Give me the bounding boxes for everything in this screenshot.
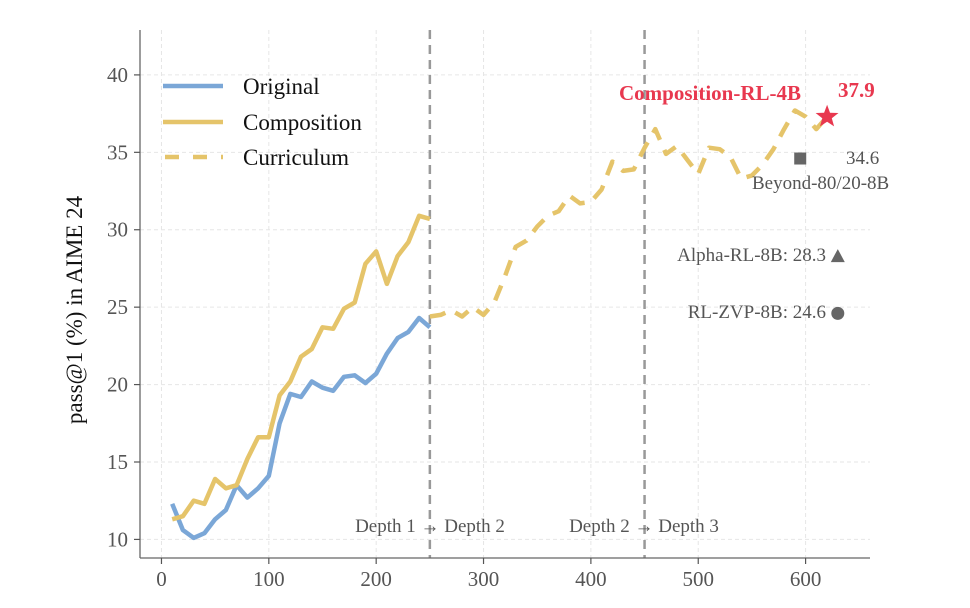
x-tick-label: 600	[790, 567, 822, 591]
annotation-rl-zvp: RL-ZVP-8B: 24.6	[688, 302, 826, 323]
legend: Original Composition Curriculum	[163, 74, 362, 170]
annotation-beyond-value: 34.6	[846, 148, 879, 169]
y-tick-label: 35	[107, 140, 128, 164]
y-tick-label: 25	[107, 295, 128, 319]
y-tick-label: 40	[107, 63, 128, 87]
x-tick-label: 200	[360, 567, 392, 591]
vline-label-1: Depth 1 → Depth 2	[355, 516, 505, 537]
marker-alpha-rl-8b	[830, 249, 845, 263]
legend-label-curriculum: Curriculum	[243, 145, 349, 170]
annotation-beyond-name: Beyond-80/20-8B	[752, 173, 889, 194]
legend-label-composition: Composition	[243, 110, 362, 135]
x-tick-label: 100	[253, 567, 285, 591]
annotation-composition-rl-4b-value: 37.9	[838, 78, 875, 102]
y-tick-label: 30	[107, 218, 128, 242]
y-axis-label: pass@1 (%) in AIME 24	[62, 195, 87, 424]
x-tick-label: 400	[575, 567, 607, 591]
series-line-original	[170, 315, 432, 541]
marker-composition-rl-4b	[815, 104, 839, 127]
series-line-composition	[171, 213, 431, 522]
x-tick-label: 500	[682, 567, 714, 591]
series-line-curriculum	[429, 108, 829, 319]
annotation-composition-rl-4b: Composition-RL-4B	[619, 81, 801, 105]
legend-label-original: Original	[243, 74, 320, 99]
marker-rl-zvp-8b	[831, 306, 845, 320]
annotation-alpha-rl: Alpha-RL-8B: 28.3	[677, 245, 826, 266]
x-tick-label: 0	[156, 567, 167, 591]
x-tick-label: 300	[468, 567, 500, 591]
vline-label-2: Depth 2 → Depth 3	[569, 516, 719, 537]
y-tick-label: 15	[107, 450, 128, 474]
y-tick-label: 20	[107, 373, 128, 397]
y-tick-label: 10	[107, 527, 128, 551]
marker-beyond-80-20-8b	[794, 152, 807, 165]
